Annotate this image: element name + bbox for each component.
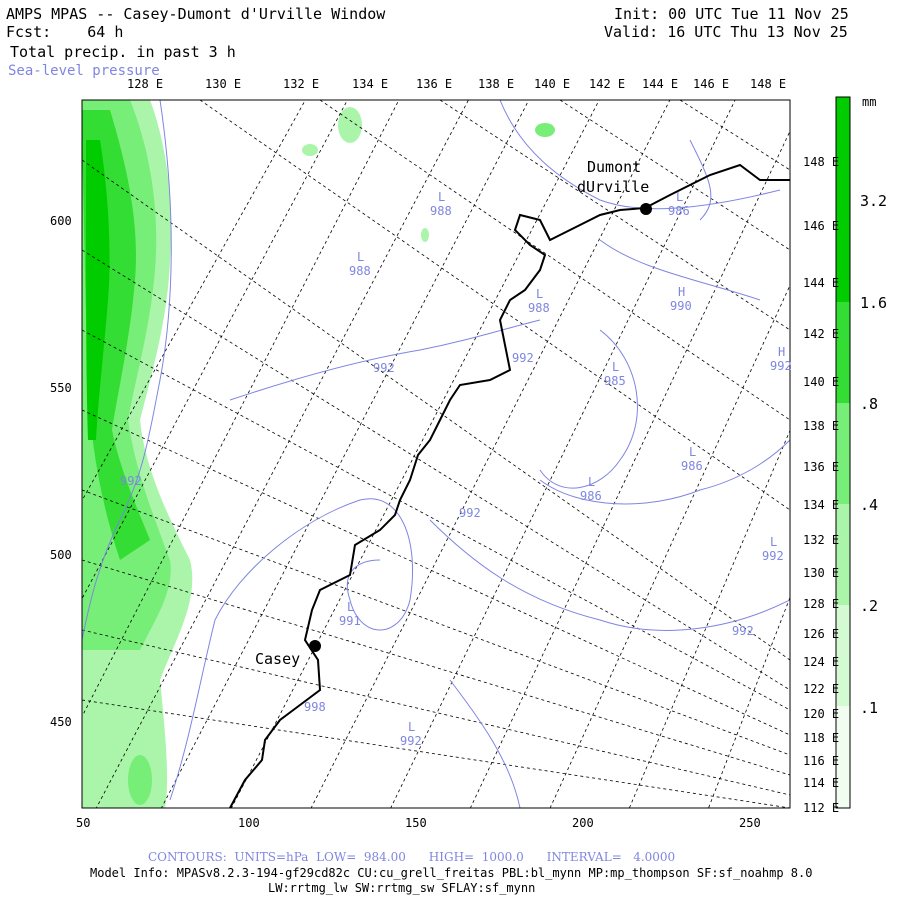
top-lon-label: 142 E xyxy=(589,77,626,91)
pressure-centre-value: 988 xyxy=(430,204,452,218)
contour-value: 992 xyxy=(732,624,754,638)
right-axis-label: 114 E xyxy=(803,776,840,790)
model-info-2: LW:rrtmg_lw SW:rrtmg_sw SFLAY:sf_mynn xyxy=(268,881,536,895)
top-lon-label: 134 E xyxy=(352,77,389,91)
pressure-centre-letter: H xyxy=(678,285,686,299)
forecast-hour: Fcst: 64 h xyxy=(6,23,124,41)
right-axis-label: 126 E xyxy=(803,627,840,641)
x-tick-100: 100 xyxy=(238,816,260,830)
right-axis-label: 130 E xyxy=(803,566,840,580)
colorbar-label-0.4: .4 xyxy=(860,496,879,514)
contour-value: 992 xyxy=(120,474,142,488)
casey-station-marker xyxy=(309,640,321,652)
pressure-centre-letter: H xyxy=(778,345,786,359)
model-info: Model Info: MPASv8.2.3-194-gf29cd82c CU:… xyxy=(90,866,813,880)
y-tick-500: 500 xyxy=(50,548,72,562)
right-axis-label: 144 E xyxy=(803,276,840,290)
pressure-centre-value: 985 xyxy=(604,374,626,388)
pressure-centre-value: 986 xyxy=(668,204,690,218)
dumont-label-line1: Dumont xyxy=(587,158,642,176)
pressure-centre-value: 986 xyxy=(681,459,703,473)
y-tick-450: 450 xyxy=(50,715,72,729)
pressure-centre-value: 992 xyxy=(762,549,784,563)
colorbar-label-0.1: .1 xyxy=(860,699,879,717)
pressure-centre-value: 988 xyxy=(528,301,550,315)
dumont-label-line2: dUrville xyxy=(577,178,650,196)
casey-label: Casey xyxy=(255,650,301,668)
colorbar-unit: mm xyxy=(862,95,877,109)
colorbar-label-0.8: .8 xyxy=(860,395,879,413)
right-axis-label: 128 E xyxy=(803,597,840,611)
top-lon-label: 144 E xyxy=(642,77,679,91)
right-axis-label: 112 E xyxy=(803,801,840,815)
contour-value: 992 xyxy=(512,351,534,365)
colorbar-label-1.6: 1.6 xyxy=(860,294,888,312)
top-lon-label: 148 E xyxy=(750,77,787,91)
pressure-centre-letter: L xyxy=(408,720,416,734)
pressure-centre-letter: L xyxy=(676,190,684,204)
pressure-centre-value: 992 xyxy=(400,734,422,748)
pressure-centre-value: 990 xyxy=(670,299,692,313)
pressure-centre-letter: L xyxy=(770,535,778,549)
y-tick-600: 600 xyxy=(50,214,72,228)
pressure-centre-letter: L xyxy=(689,445,697,459)
colorbar-label-3.2: 3.2 xyxy=(860,192,888,210)
x-tick-50: 50 xyxy=(76,816,91,830)
right-axis-label: 132 E xyxy=(803,533,840,547)
pressure-contours xyxy=(82,100,790,808)
contour-value: 998 xyxy=(304,700,326,714)
precip-band-core xyxy=(86,140,110,440)
x-tick-200: 200 xyxy=(572,816,594,830)
right-axis-label: 118 E xyxy=(803,731,840,745)
colorbar xyxy=(835,96,851,809)
pressure-centre-value: 991 xyxy=(339,614,361,628)
x-tick-250: 250 xyxy=(739,816,761,830)
graticule xyxy=(82,100,790,808)
right-axis-label: 146 E xyxy=(803,219,840,233)
pressure-centre-letter: L xyxy=(612,360,620,374)
top-lon-label: 138 E xyxy=(478,77,515,91)
contour-value: 992 xyxy=(373,361,395,375)
contour-value: 992 xyxy=(459,506,481,520)
pressure-centre-letter: L xyxy=(438,190,446,204)
right-axis-label: 134 E xyxy=(803,498,840,512)
right-axis-label: 122 E xyxy=(803,682,840,696)
top-lon-label: 130 E xyxy=(205,77,242,91)
right-axis-label: 136 E xyxy=(803,460,840,474)
valid-time: Valid: 16 UTC Thu 13 Nov 25 xyxy=(604,23,848,41)
right-axis-label: 140 E xyxy=(803,375,840,389)
y-tick-550: 550 xyxy=(50,381,72,395)
init-time: Init: 00 UTC Tue 11 Nov 25 xyxy=(614,5,849,23)
top-lon-label: 140 E xyxy=(534,77,571,91)
top-lon-label: 128 E xyxy=(127,77,164,91)
top-lon-label: 132 E xyxy=(283,77,320,91)
pressure-centre-letter: L xyxy=(347,600,355,614)
pressure-centre-value: 988 xyxy=(349,264,371,278)
right-axis-label: 116 E xyxy=(803,754,840,768)
pressure-centre-value: 986 xyxy=(580,489,602,503)
top-lon-label: 136 E xyxy=(416,77,453,91)
colorbar-label-0.2: .2 xyxy=(860,597,879,615)
overlay-name: Sea-level pressure xyxy=(8,63,160,79)
dumont-station-marker xyxy=(640,203,652,215)
right-axis-label: 120 E xyxy=(803,707,840,721)
top-lon-label: 146 E xyxy=(693,77,730,91)
pressure-centre-letter: L xyxy=(357,250,365,264)
x-tick-150: 150 xyxy=(405,816,427,830)
map-title: AMPS MPAS -- Casey-Dumont d'Urville Wind… xyxy=(6,5,386,23)
right-axis-label: 142 E xyxy=(803,327,840,341)
pressure-centre-letter: L xyxy=(536,287,544,301)
pressure-centre-value: 992 xyxy=(770,359,792,373)
right-axis-label: 148 E xyxy=(803,155,840,169)
right-axis-label: 138 E xyxy=(803,419,840,433)
plot-area xyxy=(82,100,790,808)
field-name: Total precip. in past 3 h xyxy=(10,43,236,61)
right-axis-label: 124 E xyxy=(803,655,840,669)
pressure-centre-letter: L xyxy=(588,475,596,489)
contours-info: CONTOURS: UNITS=hPa LOW= 984.00 HIGH= 10… xyxy=(148,850,676,864)
